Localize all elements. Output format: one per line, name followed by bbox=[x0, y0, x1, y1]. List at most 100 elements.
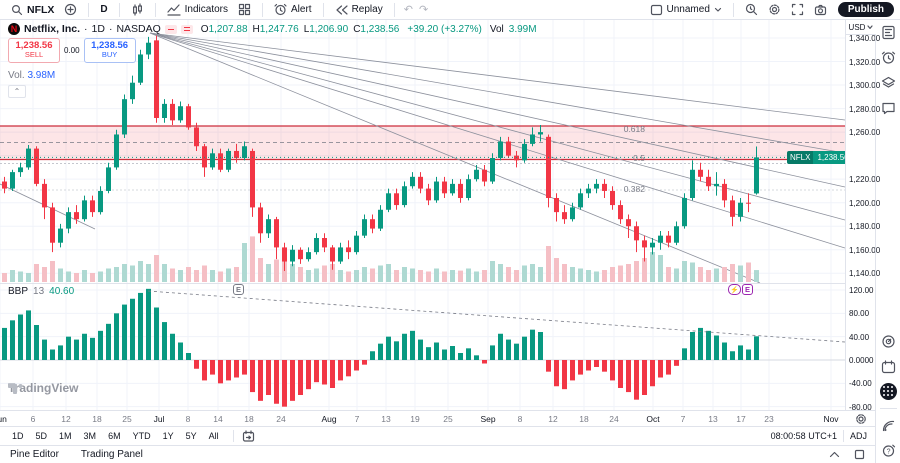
symbol-ticker: NFLX bbox=[27, 3, 55, 16]
time-axis-tick: 24 bbox=[276, 414, 286, 424]
sell-label: SELL bbox=[24, 50, 44, 60]
bbp-value: 40.60 bbox=[49, 286, 75, 297]
range-button-5d[interactable]: 5D bbox=[35, 431, 48, 441]
currency-selector[interactable]: USD bbox=[846, 20, 876, 35]
sell-button[interactable]: 1,238.56 SELL bbox=[8, 38, 60, 63]
ohlc-values: O1,207.88 H1,247.76 L1,206.90 C1,238.56 bbox=[201, 24, 400, 35]
symbol-search-button[interactable]: NFLX bbox=[6, 1, 59, 19]
earnings-upcoming-marker[interactable]: ⚡ E bbox=[728, 284, 753, 295]
price-axis-tick: 1,300.00 bbox=[849, 81, 881, 90]
adj-toggle[interactable]: ADJ bbox=[849, 431, 867, 441]
sell-price: 1,238.56 bbox=[15, 40, 53, 51]
alerts-panel-icon[interactable] bbox=[876, 45, 900, 70]
time-axis-tick: Oct bbox=[646, 414, 660, 424]
chart-style-button[interactable] bbox=[126, 1, 149, 19]
gear-icon bbox=[769, 4, 780, 15]
top-toolbar: NFLX D Indicators Alert bbox=[0, 0, 900, 20]
collapse-indicators-button[interactable]: ⌃ bbox=[8, 85, 26, 98]
time-axis-tick: 13 bbox=[708, 414, 718, 424]
time-axis[interactable]: Jun 6 12 18 25 Jul 8 14 18 24 Aug 7 13 19 25 Sep 8 12 18 24… bbox=[0, 410, 875, 426]
goto-date-button[interactable] bbox=[232, 430, 255, 442]
range-button-5y[interactable]: 5Y bbox=[185, 431, 197, 441]
chart-canvas[interactable]: 0.618 0.5 0.382 bbox=[0, 20, 845, 410]
replay-button[interactable]: Replay bbox=[330, 1, 388, 19]
indicator-axis-tick: -40.00 bbox=[849, 379, 872, 388]
range-button-3m[interactable]: 3M bbox=[83, 431, 97, 441]
svg-text:?: ? bbox=[886, 448, 890, 455]
redo-icon[interactable]: ↷ bbox=[418, 4, 429, 16]
time-axis-tick: 18 bbox=[244, 414, 254, 424]
tradingview-logo-icon bbox=[8, 384, 23, 394]
earnings-past-marker[interactable]: E bbox=[233, 284, 244, 295]
range-button-all[interactable]: All bbox=[208, 431, 219, 441]
right-sidebar: ? bbox=[875, 20, 900, 463]
layout-select-button[interactable]: Unnamed bbox=[645, 1, 727, 19]
symbol-header[interactable]: N Netflix, Inc. · 1D · NASDAQ O1,207.88 H… bbox=[8, 23, 537, 35]
range-button-6m[interactable]: 6M bbox=[108, 431, 121, 441]
svg-text:0.382: 0.382 bbox=[624, 184, 646, 194]
buy-label: BUY bbox=[101, 50, 118, 60]
bbp-indicator-row[interactable]: BBP 13 40.60 bbox=[8, 286, 74, 297]
apps-menu-icon[interactable] bbox=[876, 379, 900, 404]
layout-name: Unnamed bbox=[666, 4, 710, 15]
time-axis-tick: Aug bbox=[321, 414, 337, 424]
candlestick-icon bbox=[132, 3, 142, 16]
grid-templates-icon bbox=[238, 3, 251, 16]
settings-button[interactable] bbox=[763, 1, 786, 19]
interval-button[interactable]: D bbox=[100, 4, 108, 15]
buy-button[interactable]: 1,238.56 BUY bbox=[83, 38, 136, 63]
range-button-ytd[interactable]: YTD bbox=[132, 431, 151, 441]
chevron-down-icon bbox=[867, 24, 874, 29]
indicator-axis-tick: -80.00 bbox=[849, 403, 872, 412]
indicator-templates-button[interactable] bbox=[233, 1, 256, 19]
quick-search-button[interactable] bbox=[740, 1, 763, 19]
tab-trading-panel[interactable]: Trading Panel bbox=[80, 449, 143, 460]
ohlc-item: H1,247.76 bbox=[252, 23, 299, 35]
layers-objects-icon[interactable] bbox=[876, 70, 900, 95]
indicators-button[interactable]: Indicators bbox=[162, 1, 233, 19]
range-button-1y[interactable]: 1Y bbox=[162, 431, 174, 441]
calendar-icon[interactable] bbox=[876, 354, 900, 379]
symbol-interval: 1D bbox=[91, 23, 105, 35]
range-button-1m[interactable]: 1M bbox=[59, 431, 72, 441]
watchlist-icon[interactable] bbox=[876, 20, 900, 45]
change-value: +39.20 (+3.27%) bbox=[407, 23, 482, 35]
help-icon[interactable]: ? bbox=[876, 438, 900, 463]
volume-indicator-row[interactable]: Vol. 3.98M bbox=[8, 70, 55, 81]
snapshot-button[interactable] bbox=[809, 1, 832, 19]
time-axis-tick: 23 bbox=[764, 414, 774, 424]
watermark-text: TradingView bbox=[8, 381, 79, 395]
separator-dot: · bbox=[108, 23, 113, 35]
range-button-1d[interactable]: 1D bbox=[12, 431, 24, 441]
price-axis[interactable]: USD 1,340.00 1,320.00 1,300.00 1,280.00 1,26… bbox=[845, 20, 881, 412]
chart-pane[interactable]: 0.618 0.5 0.382 N Netflix, Inc. · 1D · NAS… bbox=[0, 20, 845, 410]
alert-button[interactable]: Alert bbox=[269, 1, 317, 19]
indicators-label: Indicators bbox=[184, 4, 229, 15]
price-axis-tick: 1,280.00 bbox=[849, 105, 881, 114]
data-problem-icon[interactable] bbox=[180, 24, 193, 34]
search-clock-icon bbox=[745, 3, 757, 16]
time-axis-tick: Jul bbox=[153, 414, 165, 424]
hotlists-icon[interactable] bbox=[876, 329, 900, 354]
axis-settings-gear-icon[interactable] bbox=[855, 413, 867, 425]
compare-button[interactable] bbox=[59, 1, 82, 19]
time-axis-tick: Jun bbox=[0, 414, 7, 424]
panel-maximize-icon[interactable] bbox=[854, 449, 865, 460]
market-status-icon[interactable] bbox=[164, 24, 177, 34]
fullscreen-button[interactable] bbox=[786, 1, 809, 19]
tab-pine-editor[interactable]: Pine Editor bbox=[10, 449, 59, 460]
chat-icon[interactable] bbox=[876, 95, 900, 120]
currency-label: USD bbox=[848, 22, 866, 32]
indicator-axis-tick: 40.00 bbox=[849, 333, 870, 342]
indicator-axis-tick: 120.00 bbox=[849, 286, 874, 295]
undo-icon[interactable]: ↶ bbox=[403, 4, 413, 16]
indicators-icon bbox=[167, 4, 181, 16]
panel-expand-chevron-icon[interactable] bbox=[829, 451, 840, 458]
streams-icon[interactable] bbox=[876, 413, 900, 438]
camera-icon bbox=[814, 4, 826, 15]
replay-icon bbox=[335, 4, 348, 15]
indicator-axis-tick: 0.0000 bbox=[849, 356, 874, 365]
bottom-toolbar: 1D 5D 1M 3M 6M YTD 1Y 5Y All 08:00:58 UTC+1 ADJ bbox=[0, 426, 875, 445]
clock[interactable]: 08:00:58 UTC+1 bbox=[770, 431, 837, 441]
publish-button[interactable]: Publish bbox=[837, 2, 894, 17]
